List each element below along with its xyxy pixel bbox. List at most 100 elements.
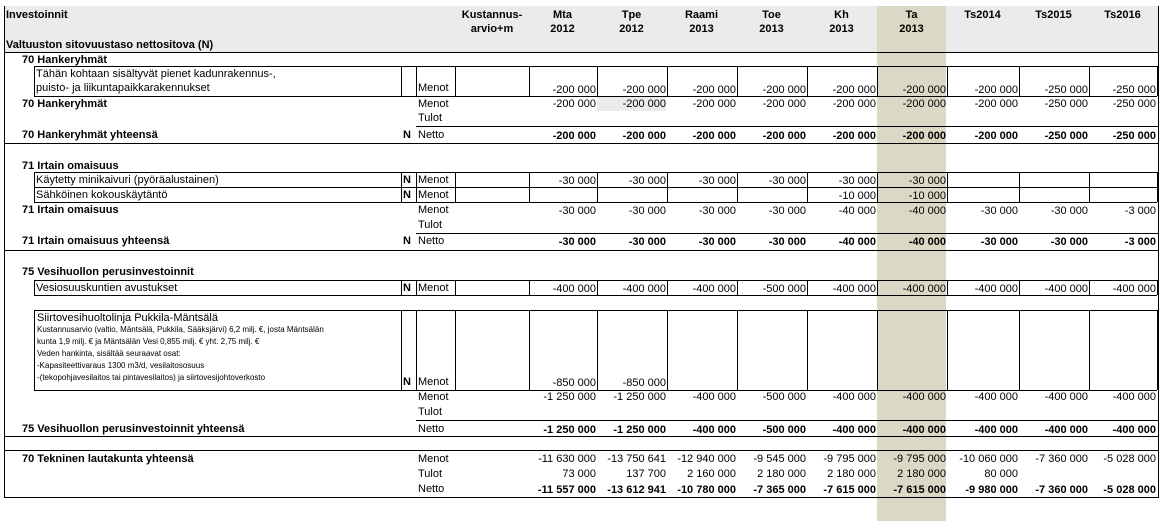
- row-type-tulot: Tulot: [418, 468, 443, 480]
- value-cell: -200 000: [902, 130, 946, 142]
- item-col-divider: [416, 280, 417, 295]
- value-cell: -30 000: [1050, 205, 1088, 217]
- table-right-border: [1158, 6, 1159, 498]
- value-cell: -200 000: [832, 84, 876, 96]
- item-col-divider: [947, 172, 948, 187]
- value-cell: -30 000: [558, 205, 596, 217]
- item-col-divider: [737, 187, 738, 202]
- item-col-divider: [529, 66, 530, 96]
- value-cell: -7 615 000: [823, 484, 876, 496]
- item-col-divider: [807, 66, 808, 96]
- item-description-detail: kunta 1,9 milj. € ja Mäntsälän Vesi 0,85…: [37, 337, 260, 346]
- value-cell: -30 000: [768, 236, 806, 248]
- item-row-bottom: [34, 202, 1157, 203]
- item-col-divider: [737, 310, 738, 390]
- item-col-divider: [667, 310, 668, 390]
- item-col-divider: [455, 66, 456, 96]
- item-col-divider: [737, 280, 738, 295]
- cell-shade: [597, 97, 666, 111]
- item-col-divider: [597, 66, 598, 96]
- item-description: Sähköinen kokouskäytäntö: [36, 189, 168, 201]
- item-box-left: [34, 187, 35, 202]
- item-col-divider: [1019, 66, 1020, 96]
- item-box-right: [1157, 66, 1158, 96]
- item-col-divider: [1019, 280, 1020, 295]
- n-flag: N: [403, 235, 411, 247]
- section-title-75: 75 Vesihuollon perusinvestoinnit: [22, 266, 194, 278]
- value-cell: -1 250 000: [543, 424, 596, 436]
- value-cell: -200 000: [832, 130, 876, 142]
- item-description: Tähän kohtaan sisältyvät pienet kadunrak…: [36, 68, 276, 80]
- section-title-71: 71 Irtain omaisuus: [22, 160, 119, 172]
- value-cell: -400 000: [622, 283, 666, 295]
- value-cell: -30 000: [628, 205, 666, 217]
- section-title-70: 70 Hankeryhmät: [22, 54, 107, 66]
- row-type-menot: Menot: [418, 453, 449, 465]
- row-type-netto: Netto: [418, 423, 445, 435]
- n-flag: N: [403, 129, 411, 141]
- item-col-divider: [1089, 66, 1090, 96]
- value-cell: -30 000: [558, 236, 596, 248]
- section-total-label: 75 Vesihuollon perusinvestoinnit yhteens…: [22, 423, 245, 435]
- value-cell: -5 028 000: [1103, 453, 1156, 465]
- item-box-left: [34, 66, 35, 96]
- item-description-detail: -(tekopohjavesilaitos tai pintavesilaito…: [37, 373, 266, 382]
- col-header-ts2015: Ts2015: [1035, 9, 1072, 21]
- item-description-detail: Veden hankinta, sisältää seuraavat osat:: [37, 349, 181, 358]
- value-cell: -30 000: [698, 175, 736, 187]
- value-cell: -200 000: [692, 98, 736, 110]
- section-divider: [4, 143, 1158, 144]
- item-type: Menot: [418, 82, 449, 94]
- value-cell: -200 000: [622, 84, 666, 96]
- item-col-divider: [416, 310, 417, 390]
- value-cell: 137 700: [626, 468, 666, 480]
- item-col-divider: [401, 310, 402, 390]
- n-flag: N: [403, 189, 411, 201]
- value-cell: -30 000: [698, 236, 736, 248]
- item-box-right: [1157, 280, 1158, 295]
- item-row-top: [34, 187, 1157, 188]
- item-col-divider: [455, 172, 456, 187]
- value-cell: -30 000: [838, 175, 876, 187]
- value-cell: 2 180 000: [897, 468, 946, 480]
- value-cell: -200 000: [552, 130, 596, 142]
- item-box-right: [1157, 172, 1158, 187]
- item-box-right: [1157, 187, 1158, 202]
- item-box-left: [34, 172, 35, 187]
- item-col-divider: [597, 172, 598, 187]
- col-header-year: 2012: [550, 23, 575, 35]
- value-cell: -400 000: [974, 391, 1018, 403]
- section-sum-label: 71 Irtain omaisuus: [22, 204, 119, 216]
- item-col-divider: [401, 187, 402, 202]
- value-cell: -9 795 000: [823, 453, 876, 465]
- value-cell: -200 000: [974, 130, 1018, 142]
- item-description: Siirtovesihuoltolinja Pukkila-Mäntsälä: [37, 312, 218, 324]
- col-header-ts2014: Ts2014: [964, 9, 1001, 21]
- item-col-divider: [737, 66, 738, 96]
- section-total-label: 70 Hankeryhmät yhteensä: [22, 129, 158, 141]
- value-cell: 73 000: [562, 468, 596, 480]
- value-cell: -200 000: [692, 130, 736, 142]
- value-cell: -250 000: [1112, 130, 1156, 142]
- item-col-divider: [529, 280, 530, 295]
- value-cell: -400 000: [832, 391, 876, 403]
- row-type-netto: Netto: [418, 483, 445, 495]
- item-col-divider: [877, 280, 878, 295]
- value-cell: -1 250 000: [613, 391, 666, 403]
- row-type-netto: Netto: [418, 235, 445, 247]
- value-cell: -400 000: [832, 424, 876, 436]
- item-description-detail: Kustannusarvio (valtio, Mäntsälä, Pukkil…: [37, 325, 324, 334]
- value-cell: -200 000: [552, 84, 596, 96]
- item-row-top: [34, 310, 1157, 311]
- value-cell: -10 780 000: [677, 484, 736, 496]
- value-cell: -200 000: [622, 98, 666, 110]
- value-cell: -250 000: [1044, 98, 1088, 110]
- value-cell: -7 360 000: [1035, 453, 1088, 465]
- total-line: [416, 233, 1158, 234]
- grand-bottom-line: [4, 497, 1158, 498]
- value-cell: -400 000: [692, 283, 736, 295]
- value-cell: -500 000: [762, 283, 806, 295]
- value-cell: -400 000: [552, 283, 596, 295]
- highlight-column-ta-2013: [877, 6, 946, 521]
- item-col-divider: [807, 310, 808, 390]
